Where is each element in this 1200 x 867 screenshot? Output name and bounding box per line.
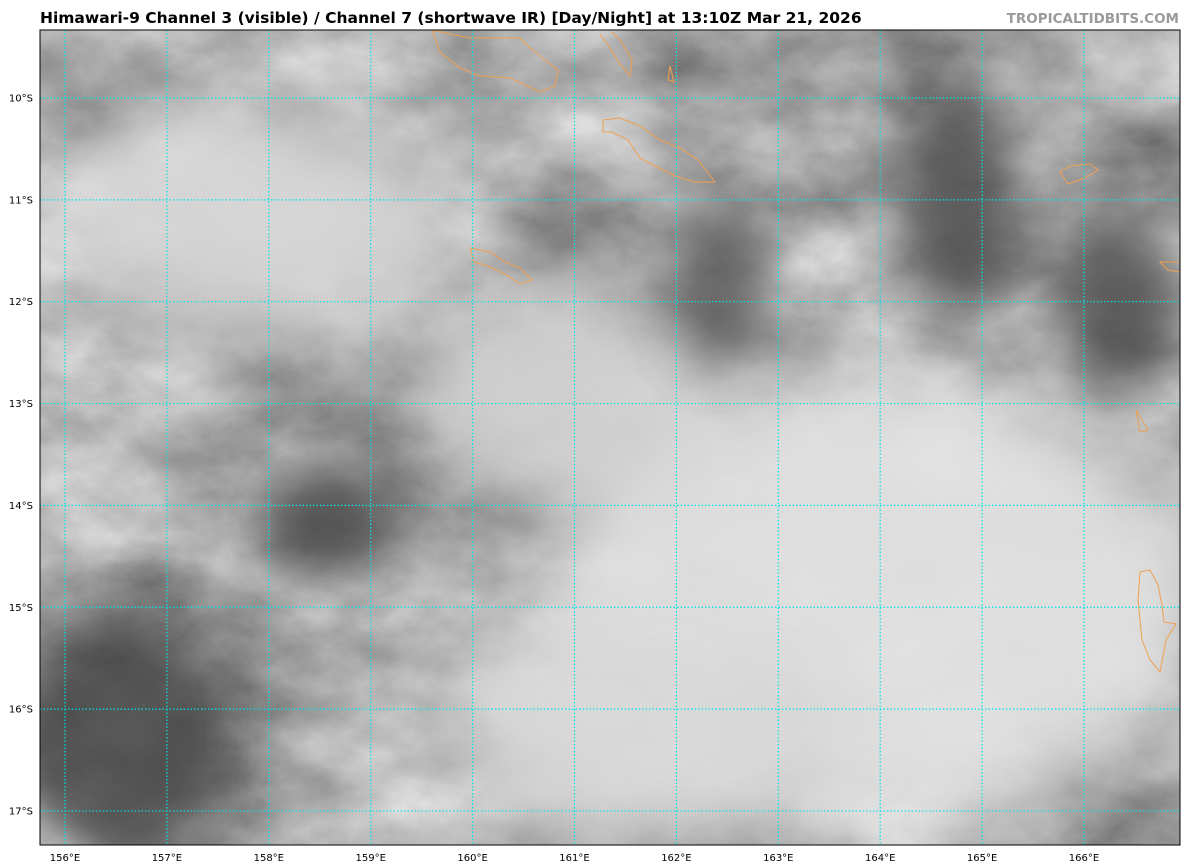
longitude-label: 158°E [254, 853, 284, 864]
map-title: Himawari-9 Channel 3 (visible) / Channel… [40, 9, 862, 27]
imagery-layer [40, 30, 1180, 845]
latitude-label: 13°S [9, 399, 33, 410]
coastline-banks [1135, 409, 1149, 433]
latitude-label: 11°S [9, 195, 33, 206]
latitude-labels: 10°S 11°S 12°S 13°S 14°S 15°S 16°S 17°S [9, 94, 33, 818]
coastline-rennell [469, 247, 533, 285]
longitude-label: 162°E [661, 853, 691, 864]
longitude-label: 166°E [1069, 853, 1099, 864]
latitude-label: 15°S [9, 603, 33, 614]
coastline-vanuatu [1137, 569, 1177, 674]
latitude-label: 12°S [9, 297, 33, 308]
longitude-label: 157°E [152, 853, 182, 864]
longitude-label: 165°E [967, 853, 997, 864]
longitude-label: 163°E [763, 853, 793, 864]
coastline-malaita [431, 30, 559, 93]
coastline-santa-cruz [1059, 163, 1099, 185]
longitude-label: 161°E [559, 853, 589, 864]
latitude-label: 14°S [9, 501, 33, 512]
longitude-label: 156°E [50, 853, 80, 864]
longitude-label: 160°E [457, 853, 487, 864]
gridlines [40, 30, 1180, 845]
latitude-label: 10°S [9, 94, 33, 105]
longitude-labels: 156°E 157°E 158°E 159°E 160°E 161°E 162°E 163°E… [50, 853, 1099, 864]
coastline-islet [667, 65, 675, 83]
coastline-north [599, 31, 633, 78]
longitude-label: 159°E [355, 853, 385, 864]
coastline-east [1158, 261, 1180, 273]
latitude-label: 16°S [9, 705, 33, 716]
latitude-label: 17°S [9, 806, 33, 817]
longitude-label: 164°E [865, 853, 895, 864]
watermark: TROPICALTIDBITS.COM [1006, 11, 1179, 27]
coastlines [431, 30, 1180, 674]
coastline-guadalcanal [602, 117, 717, 183]
map-frame [39, 29, 1181, 846]
